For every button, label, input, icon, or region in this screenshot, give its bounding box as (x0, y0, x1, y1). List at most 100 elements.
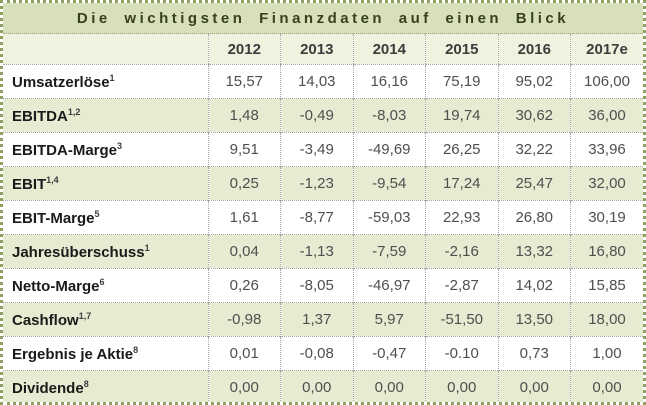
table-row: Umsatzerlöse1 15,57 14,03 16,16 75,19 95,02 10… (3, 64, 643, 99)
row-label: EBITDA-Marge3 (3, 132, 208, 167)
value-cell: -1,13 (280, 234, 353, 269)
value-cell: -59,03 (352, 200, 426, 235)
table-row: Netto-Marge6 0,26 -8,05 -46,97 -2,87 14,02 15,… (3, 268, 643, 303)
value-cell: 16,16 (352, 64, 426, 99)
footnote-marker: 1,2 (67, 106, 81, 117)
footnote-marker: 1 (109, 72, 115, 83)
value-cell: 1,48 (207, 98, 281, 133)
footnote-marker: 1 (144, 242, 150, 253)
value-cell: -0,08 (280, 336, 353, 371)
table-row: Cashflow1,7 -0,98 1,37 5,97 -51,50 13,50 18,00 (3, 302, 643, 337)
year-header-2017e: 2017e (570, 34, 643, 65)
table-row: EBITDA1,2 1,48 -0,49 -8,03 19,74 30,62 36,00 (3, 98, 643, 133)
row-label-text: EBITDA (12, 107, 68, 125)
value-cell: 5,97 (352, 302, 426, 337)
value-cell: 26,25 (425, 132, 498, 167)
value-cell: 15,57 (207, 64, 281, 99)
table-row: EBIT-Marge5 1,61 -8,77 -59,03 22,93 26,80 30,1… (3, 200, 643, 235)
row-label-text: Jahresüberschuss (12, 243, 145, 261)
value-cell: -2,16 (425, 234, 498, 269)
value-cell: 1,37 (280, 302, 353, 337)
value-cell: 19,74 (425, 98, 498, 133)
row-label-text: Umsatzerlöse (12, 73, 110, 91)
footnote-marker: 1,4 (46, 174, 59, 185)
row-label-text: EBIT (12, 175, 47, 193)
row-label-text: Cashflow (12, 311, 79, 329)
row-label-text: Ergebnis je Aktie (12, 345, 134, 363)
value-cell: -46,97 (352, 268, 426, 303)
footnote-marker: 6 (99, 276, 105, 287)
row-label: Cashflow1,7 (3, 302, 208, 337)
value-cell: -0,47 (352, 336, 426, 371)
value-cell: 30,19 (570, 200, 643, 235)
row-label-text: Dividende (12, 379, 84, 397)
row-label: Dividende8 (3, 370, 208, 402)
value-cell: 30,62 (497, 98, 571, 133)
value-cell: 25,47 (497, 166, 571, 201)
value-cell: 0,00 (425, 370, 498, 402)
value-cell: 75,19 (425, 64, 498, 99)
value-cell: 106,00 (570, 64, 643, 99)
value-cell: 26,80 (497, 200, 571, 235)
value-cell: -0.10 (425, 336, 498, 371)
value-cell: 22,93 (425, 200, 498, 235)
row-label-text: EBIT-Marge (12, 209, 95, 227)
value-cell: 0,00 (280, 370, 353, 402)
value-cell: 32,00 (570, 166, 643, 201)
year-header-2016: 2016 (497, 34, 571, 65)
value-cell: 13,32 (497, 234, 571, 269)
value-cell: 18,00 (570, 302, 643, 337)
table-row: Jahresüberschuss1 0,04 -1,13 -7,59 -2,16 13,3… (3, 234, 643, 269)
value-cell: 14,02 (497, 268, 571, 303)
table-title-bar: Die wichtigsten Finanzdaten auf einen Bl… (3, 3, 643, 34)
row-label: EBIT-Marge5 (3, 200, 208, 235)
value-cell: 0,04 (207, 234, 281, 269)
value-cell: -7,59 (352, 234, 426, 269)
value-cell: 9,51 (207, 132, 281, 167)
value-cell: 95,02 (497, 64, 571, 99)
year-header-2015: 2015 (425, 34, 498, 65)
value-cell: 0,26 (207, 268, 281, 303)
value-cell: 14,03 (280, 64, 353, 99)
value-cell: 1,61 (207, 200, 281, 235)
year-header-row: 2012 2013 2014 2015 2016 2017e (3, 34, 643, 65)
value-cell: -8,03 (352, 98, 426, 133)
header-blank-cell (3, 34, 208, 65)
row-label-text: EBITDA-Marge (12, 141, 118, 159)
row-label: Jahresüberschuss1 (3, 234, 208, 269)
value-cell: 0,00 (570, 370, 643, 402)
value-cell: -49,69 (352, 132, 426, 167)
footnote-marker: 8 (83, 378, 89, 389)
value-cell: -3,49 (280, 132, 353, 167)
value-cell: -1,23 (280, 166, 353, 201)
value-cell: 1,00 (570, 336, 643, 371)
row-label: EBITDA1,2 (3, 98, 208, 133)
value-cell: 0,73 (497, 336, 571, 371)
value-cell: 0,00 (352, 370, 426, 402)
row-label: Umsatzerlöse1 (3, 65, 208, 99)
year-header-2013: 2013 (280, 34, 353, 65)
value-cell: -0,98 (207, 302, 281, 337)
value-cell: -2,87 (425, 268, 498, 303)
row-label: Netto-Marge6 (3, 268, 208, 303)
value-cell: 0,00 (207, 370, 281, 402)
footnote-marker: 5 (94, 208, 100, 219)
footnote-marker: 8 (133, 344, 139, 355)
value-cell: -9,54 (352, 166, 426, 201)
value-cell: 36,00 (570, 98, 643, 133)
value-cell: 0,01 (207, 336, 281, 371)
value-cell: 0,25 (207, 166, 281, 201)
row-label: Ergebnis je Aktie8 (3, 336, 208, 371)
value-cell: -8,77 (280, 200, 353, 235)
value-cell: 13,50 (497, 302, 571, 337)
table-row: Dividende8 0,00 0,00 0,00 0,00 0,00 0,00 (3, 370, 643, 402)
year-header-2014: 2014 (352, 34, 426, 65)
value-cell: 16,80 (570, 234, 643, 269)
value-cell: 0,00 (497, 370, 571, 402)
row-label-text: Netto-Marge (12, 277, 100, 295)
value-cell: -8,05 (280, 268, 353, 303)
value-cell: 17,24 (425, 166, 498, 201)
value-cell: -0,49 (280, 98, 353, 133)
table-row: Ergebnis je Aktie8 0,01 -0,08 -0,47 -0.10 0,7… (3, 336, 643, 371)
